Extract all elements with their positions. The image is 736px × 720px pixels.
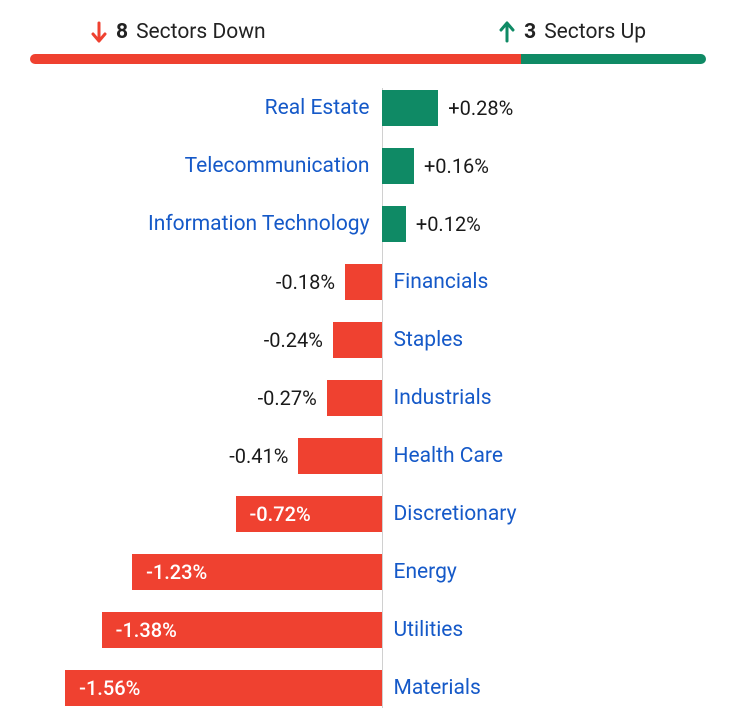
sectors-down-summary: 8 Sectors Down <box>90 20 266 44</box>
sector-name-link[interactable]: Financials <box>394 262 489 302</box>
sector-name-link[interactable]: Industrials <box>394 378 492 418</box>
sector-bar <box>298 438 381 474</box>
sector-value: -0.72% <box>242 494 319 534</box>
summary-down-segment <box>30 54 521 64</box>
down-text: Sectors Down <box>136 20 266 44</box>
sector-name-link[interactable]: Staples <box>394 320 464 360</box>
sector-name-link[interactable]: Energy <box>394 552 457 592</box>
down-count: 8 <box>116 20 128 44</box>
sector-bar <box>382 90 439 126</box>
sector-value: +0.16% <box>424 146 489 186</box>
sector-row: Utilities -1.38% <box>30 610 706 650</box>
sector-row: Energy -1.23% <box>30 552 706 592</box>
sector-value: -1.38% <box>108 610 185 650</box>
up-text: Sectors Up <box>544 20 646 44</box>
up-count: 3 <box>524 20 536 44</box>
summary-proportion-bar <box>30 54 706 64</box>
sector-value: -1.23% <box>138 552 215 592</box>
sector-name-link[interactable]: Health Care <box>394 436 503 476</box>
sector-bar <box>382 148 414 184</box>
sector-row: Financials -0.18% <box>30 262 706 302</box>
sector-value: -0.41% <box>229 436 288 476</box>
summary-up-segment <box>521 54 706 64</box>
summary-header: 8 Sectors Down 3 Sectors Up <box>30 20 706 44</box>
sector-bar <box>333 322 382 358</box>
sector-value: -0.24% <box>264 320 323 360</box>
sector-name-link[interactable]: Telecommunication <box>185 146 370 186</box>
sectors-up-summary: 3 Sectors Up <box>498 20 646 44</box>
sector-row: Real Estate +0.28% <box>30 88 706 128</box>
sector-name-link[interactable]: Discretionary <box>394 494 517 534</box>
sector-diverging-chart: Real Estate +0.28% Telecommunication +0.16%… <box>30 88 706 708</box>
sector-name-link[interactable]: Real Estate <box>265 88 370 128</box>
sector-row: Health Care -0.41% <box>30 436 706 476</box>
sector-row: Telecommunication +0.16% <box>30 146 706 186</box>
sector-row: Discretionary -0.72% <box>30 494 706 534</box>
sector-row: Materials -1.56% <box>30 668 706 708</box>
sector-row: Industrials -0.27% <box>30 378 706 418</box>
sector-row: Staples -0.24% <box>30 320 706 360</box>
sector-value: -0.27% <box>258 378 317 418</box>
sector-value: -1.56% <box>71 668 148 708</box>
sector-value: +0.12% <box>416 204 481 244</box>
sector-name-link[interactable]: Information Technology <box>148 204 369 244</box>
sector-value: +0.28% <box>448 88 513 128</box>
sector-value: -0.18% <box>276 262 335 302</box>
sector-name-link[interactable]: Materials <box>394 668 481 708</box>
sector-bar <box>327 380 382 416</box>
arrow-up-icon <box>498 21 516 43</box>
sector-bar <box>345 264 382 300</box>
sector-name-link[interactable]: Utilities <box>394 610 464 650</box>
sector-bar <box>382 206 406 242</box>
sector-row: Information Technology +0.12% <box>30 204 706 244</box>
arrow-down-icon <box>90 21 108 43</box>
